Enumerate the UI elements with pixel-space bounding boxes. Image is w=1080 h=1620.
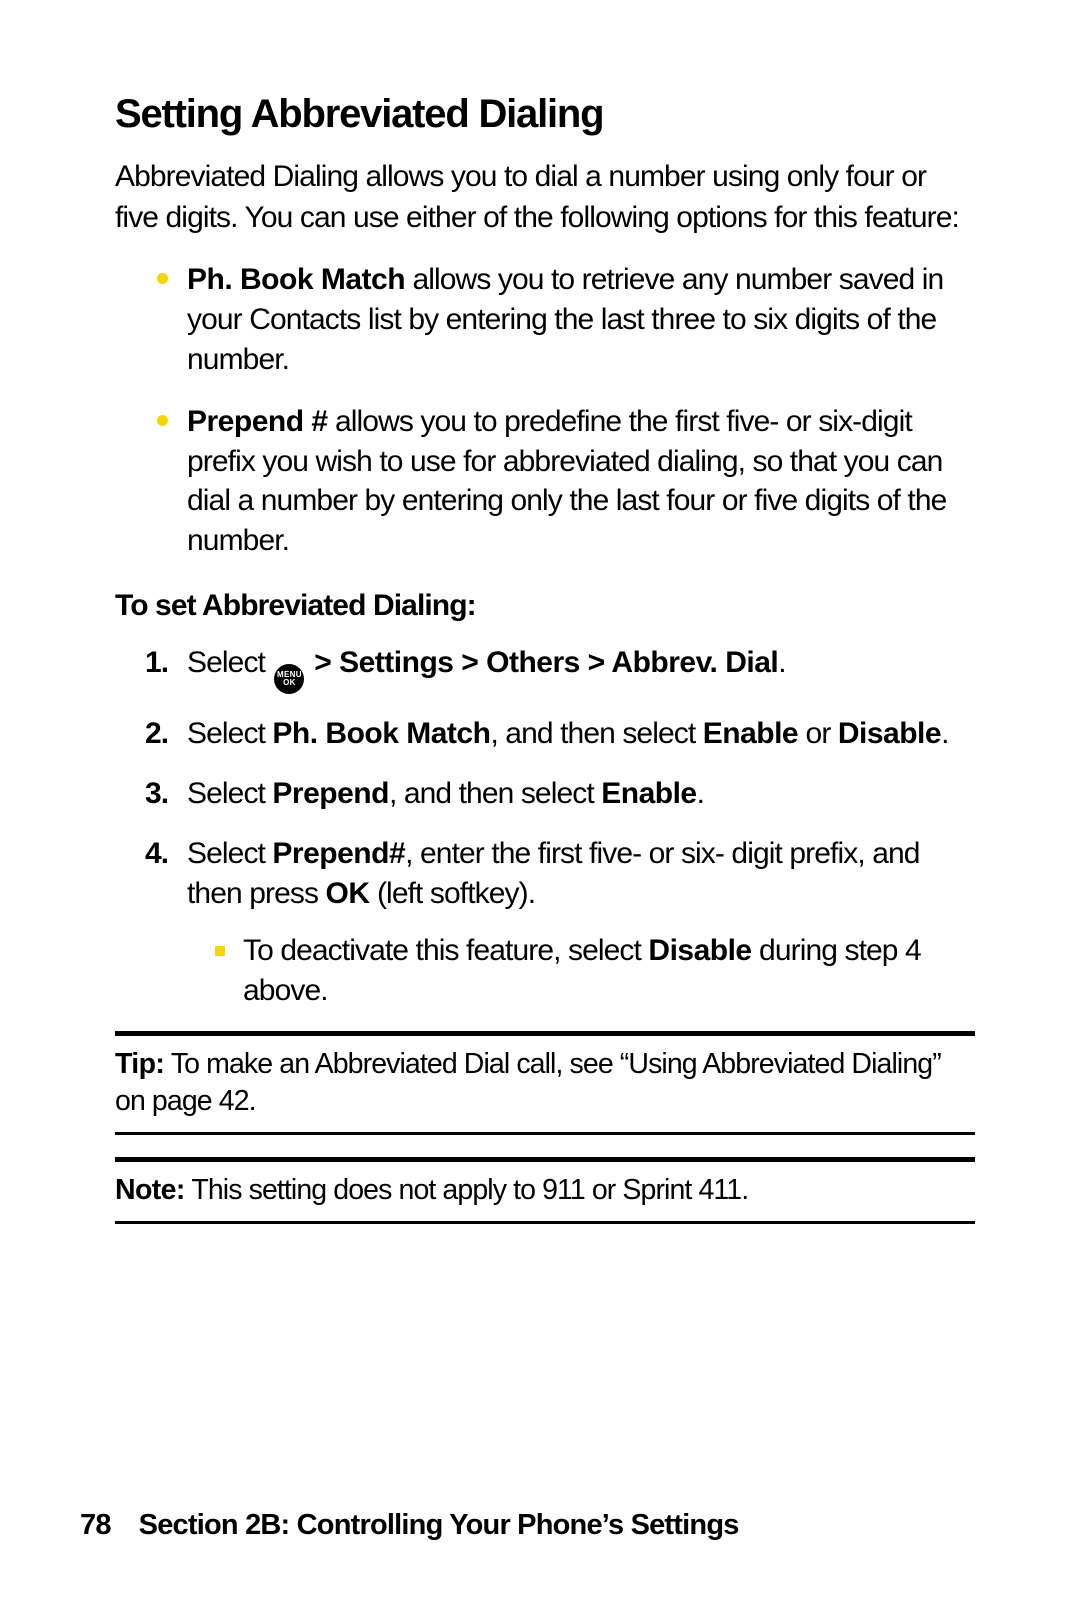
- step-item: Select Ph. Book Match, and then select E…: [187, 714, 975, 754]
- callout-text: This setting does not apply to 911 or Sp…: [185, 1174, 748, 1206]
- step-text: .: [778, 646, 785, 679]
- ui-label: Disable: [648, 934, 751, 967]
- feature-label: Prepend #: [187, 405, 328, 438]
- step-text: Select: [187, 837, 272, 870]
- callout-label: Note:: [115, 1174, 185, 1206]
- ui-label: Enable: [601, 777, 696, 810]
- intro-paragraph: Abbreviated Dialing allows you to dial a…: [115, 157, 975, 238]
- feature-item: Prepend # allows you to predefine the fi…: [187, 402, 975, 562]
- steps-list: Select MENUOK > Settings > Others > Abbr…: [115, 643, 975, 1011]
- step-text: .: [941, 717, 948, 750]
- sub-item: To deactivate this feature, select Disab…: [243, 931, 975, 1011]
- step-text: or: [798, 717, 838, 750]
- section-heading: Setting Abbreviated Dialing: [115, 92, 975, 137]
- ui-label: Ph. Book Match: [272, 717, 490, 750]
- ui-label: Prepend: [272, 777, 389, 810]
- nav-path: > Settings > Others > Abbrev. Dial: [306, 646, 778, 679]
- callout-text: To make an Abbreviated Dial call, see “U…: [115, 1048, 941, 1117]
- page-number: 78: [80, 1509, 111, 1541]
- step-text: .: [697, 777, 704, 810]
- ui-label: Enable: [703, 717, 798, 750]
- step-text: , and then select: [490, 717, 702, 750]
- callout-label: Tip:: [115, 1048, 164, 1080]
- note-callout: Note: This setting does not apply to 911…: [115, 1157, 975, 1224]
- page-footer: 78 Section 2B: Controlling Your Phone’s S…: [80, 1509, 739, 1542]
- step-text: (left softkey).: [370, 877, 536, 910]
- sub-list: To deactivate this feature, select Disab…: [187, 931, 975, 1011]
- step-item: Select MENUOK > Settings > Others > Abbr…: [187, 643, 975, 694]
- step-text: To deactivate this feature, select: [243, 934, 648, 967]
- procedure-heading: To set Abbreviated Dialing:: [115, 589, 975, 623]
- step-text: Select: [187, 777, 272, 810]
- ui-label: OK: [326, 877, 370, 910]
- section-label: Section 2B: Controlling Your Phone’s Set…: [139, 1509, 739, 1541]
- step-item: Select Prepend#, enter the first five- o…: [187, 834, 975, 1012]
- feature-label: Ph. Book Match: [187, 263, 405, 296]
- ui-label: Prepend#: [272, 837, 405, 870]
- step-text: , and then select: [389, 777, 601, 810]
- feature-item: Ph. Book Match allows you to retrieve an…: [187, 260, 975, 380]
- tip-callout: Tip: To make an Abbreviated Dial call, s…: [115, 1031, 975, 1135]
- feature-list: Ph. Book Match allows you to retrieve an…: [115, 260, 975, 561]
- step-item: Select Prepend, and then select Enable.: [187, 774, 975, 814]
- menu-ok-icon: MENUOK: [274, 664, 304, 694]
- ui-label: Disable: [838, 717, 941, 750]
- step-text: Select: [187, 717, 272, 750]
- step-text: Select: [187, 646, 272, 679]
